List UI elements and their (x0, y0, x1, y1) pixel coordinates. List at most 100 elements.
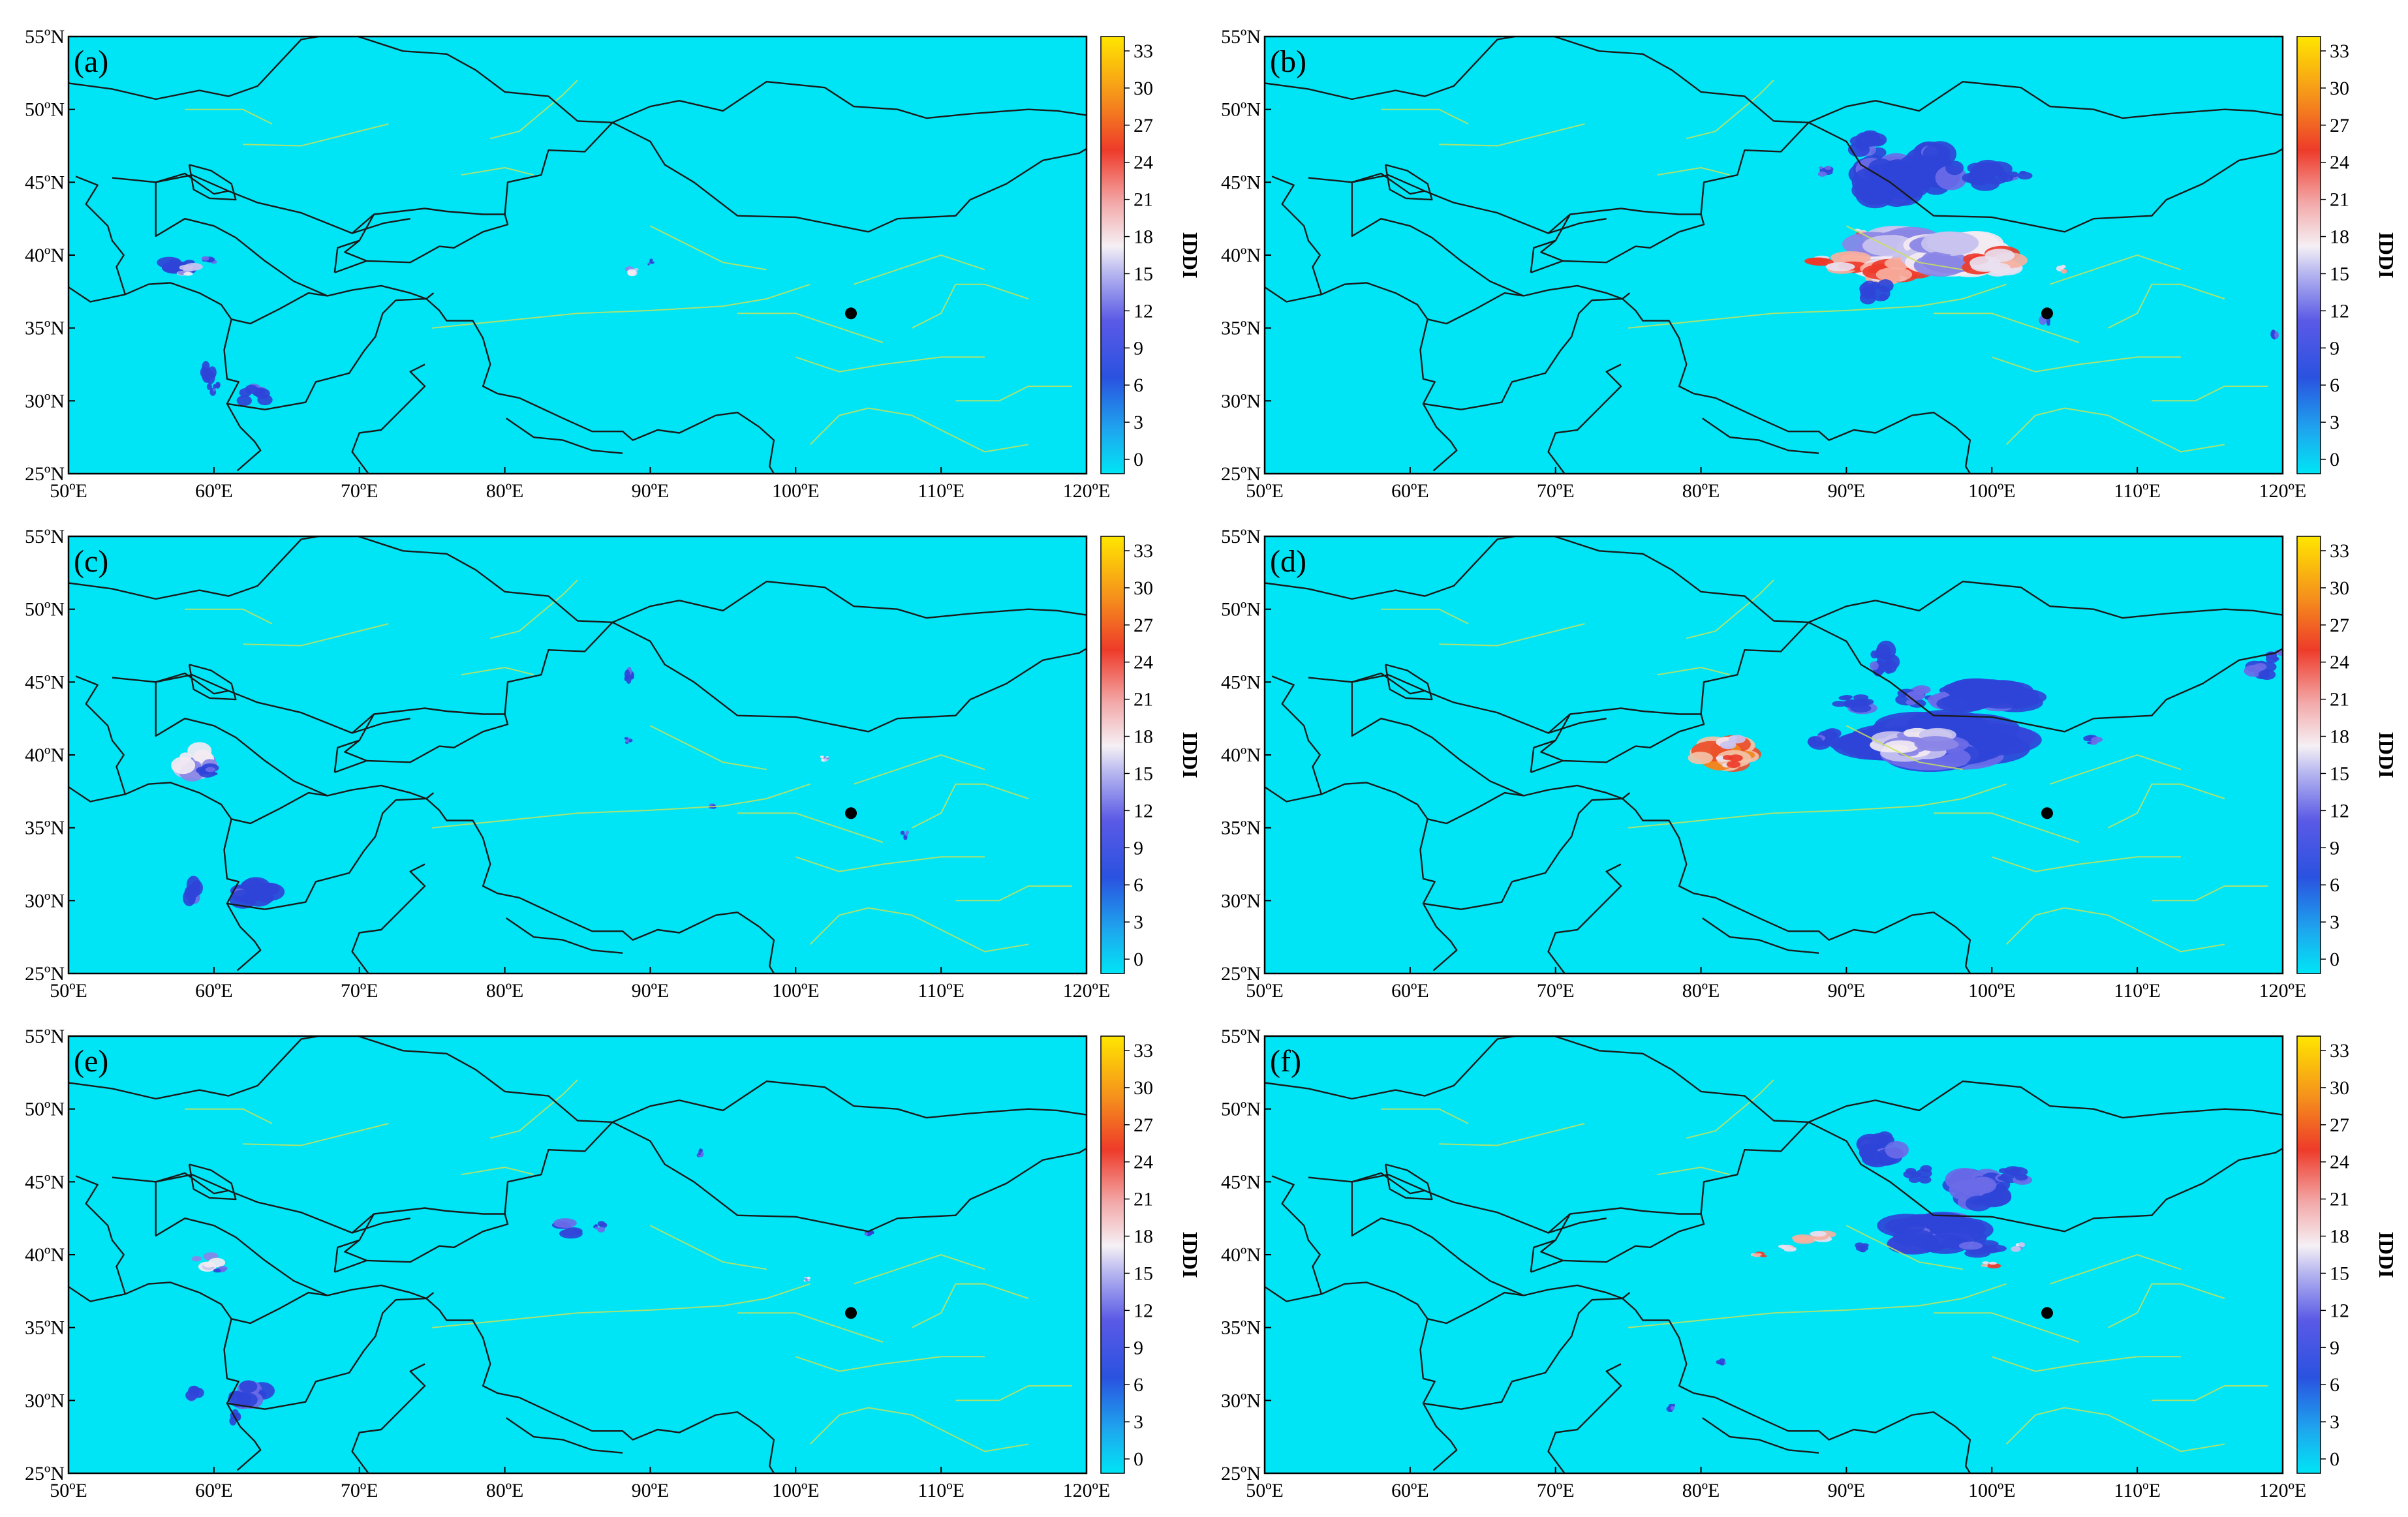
province-boundary (432, 283, 810, 329)
lon-tick-label: 120ºE (1063, 480, 1111, 502)
colorbar-tick-label: 21 (1134, 1189, 1153, 1210)
lon-tick-label: 110ºE (918, 1480, 965, 1501)
lat-tick-label: 40ºN (1221, 1244, 1261, 1266)
country-border (1622, 798, 1716, 899)
colorbar-tick-label: 6 (1134, 874, 1143, 896)
province-boundary (1934, 313, 2080, 343)
dust-index-patch (2244, 660, 2277, 680)
lat-tick-label: 45ºN (1221, 671, 1261, 693)
province-boundary (1628, 1283, 2007, 1328)
country-border (69, 286, 126, 303)
country-border (112, 1121, 613, 1234)
country-border (1547, 363, 1622, 474)
dust-index-patch (1666, 1403, 1676, 1413)
colorbar-tick-label: 0 (2330, 1448, 2339, 1470)
dust-index-patch (1750, 1251, 1767, 1257)
country-border (1540, 739, 1564, 762)
lon-tick-label: 120ºE (2259, 1480, 2307, 1501)
country-border (1808, 1121, 2283, 1233)
lat-tick-label: 50ºN (1221, 1099, 1261, 1120)
province-boundary (1628, 283, 2007, 329)
country-border (611, 121, 1087, 233)
country-border (1265, 37, 1809, 123)
dust-index-patch (1848, 153, 1930, 209)
lon-tick-label: 70ºE (1537, 1480, 1575, 1501)
lat-tick-label: 40ºN (25, 1244, 65, 1266)
lon-tick-label: 100ºE (1968, 980, 2016, 1002)
colorbar: 0 3 6 9 12 15 18 21 24 27 30 33 IDDI (2296, 36, 2398, 474)
map-panel-e: (e) 50ºE 60ºE 70ºE 80ºE 90ºE 100ºE 110ºE 120ºE 25… (25, 1026, 1202, 1501)
province-boundary (1381, 608, 1469, 624)
province-boundary (1628, 783, 2007, 829)
province-boundary (1845, 1225, 1963, 1270)
country-border (1321, 1281, 1428, 1319)
country-border (344, 739, 367, 762)
country-border (1419, 819, 1458, 972)
colorbar-tick-label: 15 (1134, 263, 1153, 284)
dust-index-patch (1996, 170, 2033, 182)
dust-index-patch (1716, 735, 1746, 750)
country-border (1702, 418, 1819, 454)
colorbar-tick-label: 0 (1134, 449, 1143, 470)
country-border (351, 863, 426, 973)
lon-tick-label: 70ºE (341, 480, 378, 502)
colorbar: 0 3 6 9 12 15 18 21 24 27 30 33 IDDI (1100, 36, 1202, 474)
province-boundary (2005, 1407, 2225, 1452)
country-border (112, 121, 613, 234)
lon-tick-label: 80ºE (1682, 480, 1720, 502)
province-boundary (2050, 754, 2182, 785)
station-marker (2041, 807, 2053, 820)
dust-index-patch (1942, 1168, 2012, 1212)
colorbar-tick-label: 24 (2330, 1152, 2349, 1173)
lon-tick-label: 60ºE (1391, 980, 1429, 1002)
country-border (75, 176, 127, 295)
dust-index-patch (2270, 329, 2279, 340)
country-border (1808, 580, 2283, 623)
colorbar-title: IDDI (2375, 731, 2398, 778)
dust-index-patch (229, 877, 285, 909)
lat-tick-label: 35ºN (25, 1317, 65, 1339)
colorbar-tick-label: 15 (2330, 263, 2349, 284)
country-border (226, 298, 427, 410)
dust-index-patch (213, 1266, 228, 1273)
country-border (125, 782, 232, 820)
dust-index-patch (820, 756, 829, 762)
country-border (519, 397, 760, 441)
country-border (226, 1297, 427, 1410)
province-boundary (1991, 356, 2181, 373)
province-boundary (461, 666, 534, 676)
country-border (1530, 714, 1705, 773)
province-boundary (185, 108, 273, 125)
dust-index-patch (1903, 1165, 1932, 1184)
dust-index-patch (157, 256, 199, 274)
country-border (1530, 713, 1571, 773)
country-border (231, 784, 435, 825)
province-boundary (795, 356, 985, 373)
colorbar-tick-label: 9 (2330, 337, 2339, 359)
country-border (69, 1036, 613, 1123)
colorbar-tick-label: 9 (2330, 1337, 2339, 1358)
lat-tick-label: 40ºN (25, 245, 65, 266)
colorbar-tick-label: 33 (1134, 540, 1153, 562)
country-border (1384, 664, 1433, 701)
province-boundary (243, 623, 389, 647)
colorbar-tick-label: 21 (2330, 689, 2349, 711)
colorbar-tick-label: 27 (1134, 615, 1153, 636)
colorbar-title: IDDI (2375, 1231, 2398, 1278)
lat-tick-label: 55ºN (25, 26, 65, 48)
panel-label: (b) (1270, 44, 1306, 79)
province-boundary (1991, 856, 2181, 872)
colorbar-tick-label: 3 (1134, 412, 1143, 433)
dust-index-patch (625, 266, 639, 277)
province-boundary (737, 1312, 884, 1343)
lon-tick-label: 110ºE (918, 480, 965, 502)
country-border (1351, 182, 1524, 297)
province-boundary (1686, 1079, 1774, 1139)
province-boundary (649, 725, 767, 771)
lon-tick-label: 50ºE (50, 1480, 87, 1501)
lon-tick-label: 100ºE (772, 980, 820, 1002)
country-border (1547, 863, 1622, 973)
country-border (1715, 397, 1956, 441)
dust-index-patch (196, 763, 219, 778)
colorbar-tick-label: 3 (2330, 912, 2339, 933)
